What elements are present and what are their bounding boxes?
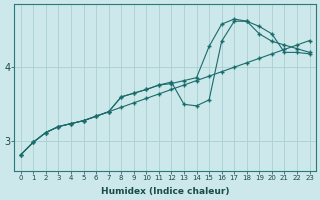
X-axis label: Humidex (Indice chaleur): Humidex (Indice chaleur) [101, 187, 229, 196]
